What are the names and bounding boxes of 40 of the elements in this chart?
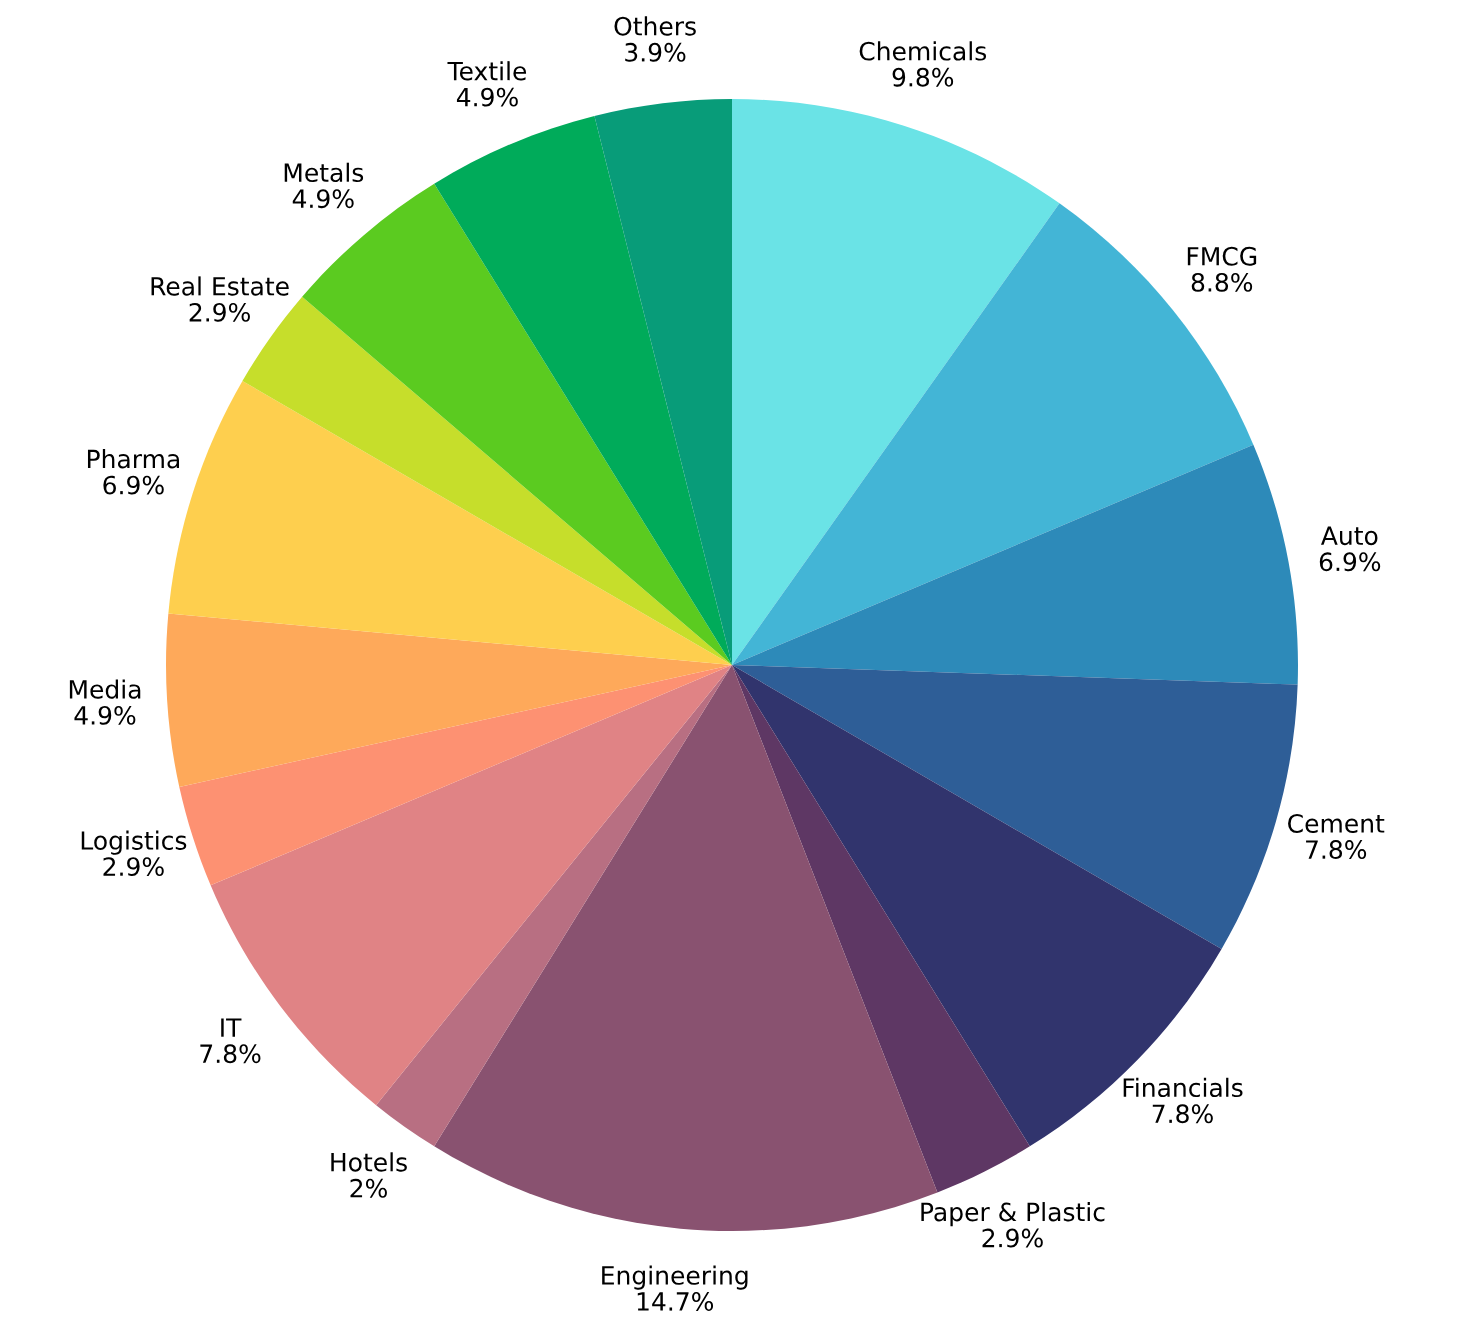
slice-label: Real Estate (151, 276, 289, 296)
slice-label: Pharma (87, 449, 180, 469)
slice-label: Media (69, 679, 141, 699)
data-label: 4.9% (456, 87, 518, 107)
slice-label: Financials (1123, 1077, 1243, 1098)
data-label: 4.9% (292, 189, 354, 209)
data-label: 4.9% (74, 705, 136, 725)
pie-slice (732, 203, 1254, 665)
pie-slice (732, 444, 1298, 685)
slice-label: Textile (447, 61, 527, 81)
slice-label: IT (221, 1018, 242, 1037)
pie-slice (594, 99, 732, 665)
data-label: 7.8% (1306, 840, 1367, 860)
slice-label: Hotels (331, 1152, 407, 1172)
slice-label: Cement (1288, 814, 1385, 833)
data-label: 8.8% (1191, 272, 1253, 292)
slice-label: Paper & Plastic (921, 1202, 1105, 1227)
slice-label: Chemicals (859, 41, 987, 61)
pie-slice (732, 665, 1030, 1193)
data-label: 7.8% (200, 1044, 261, 1064)
slice-label: FMCG (1187, 246, 1257, 266)
data-label: 7.8% (1152, 1104, 1213, 1124)
slice-label: Logistics (81, 830, 187, 855)
slice-label: Metals (284, 162, 364, 183)
data-label: 6.9% (103, 475, 164, 495)
data-label: 2% (350, 1178, 387, 1198)
data-label: 2.9% (982, 1228, 1043, 1248)
data-label: 2.9% (189, 302, 250, 322)
slice-label: Others (614, 16, 696, 36)
pie-slice (376, 665, 732, 1147)
data-label: 9.8% (892, 67, 954, 87)
slice-label: Engineering (602, 1265, 748, 1290)
pie-slice (166, 613, 732, 787)
data-label: 2.9% (103, 857, 164, 877)
data-label: 14.7% (637, 1292, 714, 1311)
pie-slice (732, 99, 1060, 665)
data-label: 3.9% (625, 42, 686, 62)
pie-slice (434, 115, 732, 665)
slice-label: Auto (1320, 526, 1378, 546)
data-label: 6.9% (1319, 552, 1381, 572)
